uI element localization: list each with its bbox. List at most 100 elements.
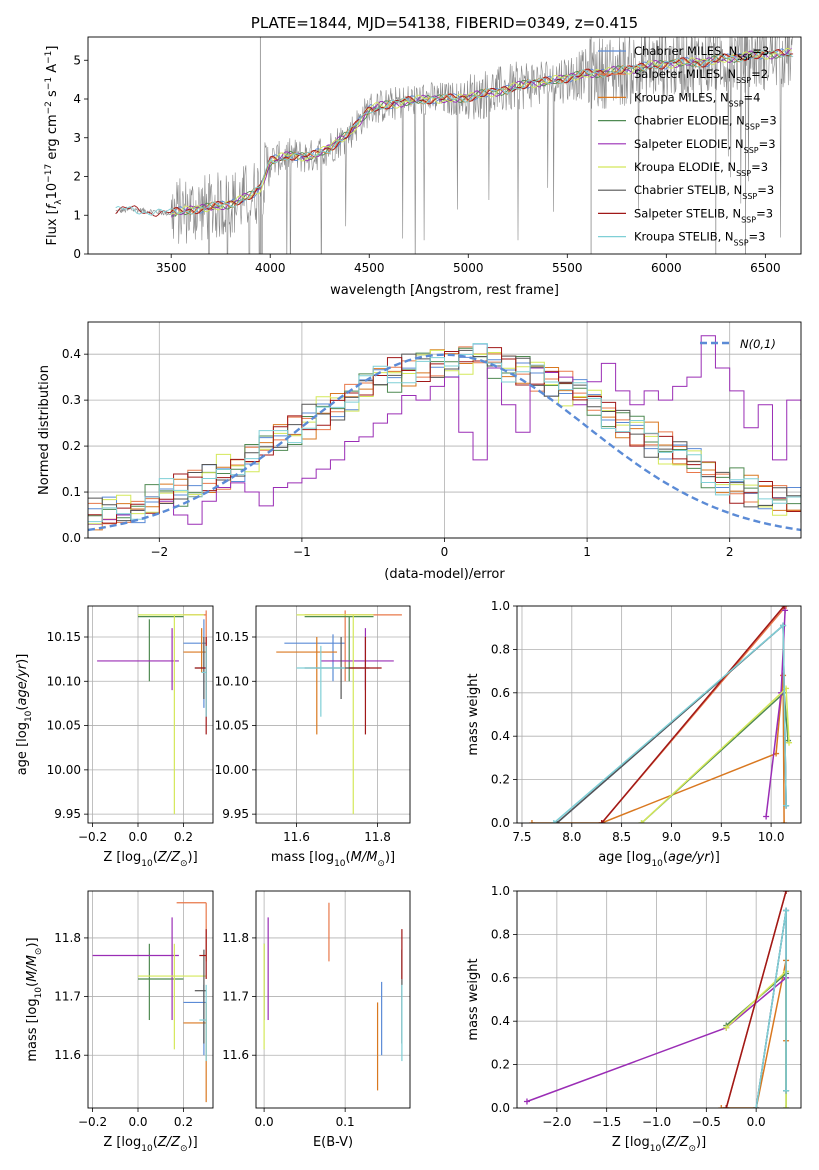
x-tick-label: 10.0 [758,830,785,844]
x-tick-label: −0.2 [78,1115,107,1129]
weight-marker [723,1024,730,1031]
weight-line [725,891,787,1108]
x-tick-label: 11.8 [364,830,391,844]
spectrum-legend: Chabrier MILES, NSSP=3 Salpeter MILES, NS… [598,44,777,247]
residual-histogram [88,347,801,524]
age_vs_Z-axes: −0.2 0.0 0.2 9.95 10.00 10.05 10.10 10.15 [47,605,214,844]
y-tick-label: 1.0 [491,599,510,613]
weight-marker [783,1087,790,1094]
y-tick-label: 0.2 [62,439,81,453]
x-tick-label: 9.5 [712,830,731,844]
weight-line [601,606,785,823]
x-tick-label: 4000 [255,261,286,275]
x-tick-label: 1 [583,545,591,559]
legend-entry: Chabrier MILES, NSSP=3 [634,44,769,62]
age_vs_mass-plot-area [276,610,402,815]
model-spectrum-line [170,48,792,218]
y-tick-label: 0.0 [491,816,510,830]
y-tick-label: 9.95 [54,807,81,821]
x-axis-label: Z [log10(Z/Z⊙)] [103,850,197,869]
weight-marker [783,802,790,809]
y-axis-label: Flux [fλ10−17 erg cm−2 s−1 A−1] [44,46,64,246]
x-tick-label: −0.5 [692,1115,721,1129]
x-tick-label: 0.0 [128,830,147,844]
x-tick-label: −1.5 [592,1115,621,1129]
age_vs_Z-plot-area [97,610,207,815]
observed-spectrum-line [115,37,793,254]
y-tick-label: 0.8 [491,642,510,656]
legend-entry: Kroupa MILES, NSSP=4 [634,90,760,108]
y-axis-label: mass weight [466,958,481,1040]
y-tick-label: 0 [73,247,81,261]
mass_weight_vs_Z-grid [517,890,801,1109]
legend-entry: Salpeter MILES, NSSP=2 [634,67,768,85]
y-tick-label: 0.0 [491,1101,510,1115]
weight-marker [783,907,790,914]
legend-entry: Kroupa STELIB, NSSP=3 [634,230,765,248]
y-tick-label: 11.6 [54,1048,81,1062]
y-tick-label: 0.0 [62,531,81,545]
y-tick-label: 10.00 [215,763,249,777]
x-tick-label: 5500 [552,261,583,275]
x-axis-label: (data-model)/error [384,567,505,582]
y-tick-label: 10.15 [215,630,249,644]
legend-entry: Chabrier ELODIE, NSSP=3 [634,114,777,132]
x-tick-label: 5000 [453,261,484,275]
x-axis-label: E(B-V) [313,1135,353,1150]
weight-marker [753,1105,760,1108]
weight-marker [523,1098,530,1105]
y-tick-label: 4 [73,92,81,106]
gaussian-curve [88,353,801,532]
y-tick-label: 0.8 [491,927,510,941]
y-tick-label: 0.6 [491,971,510,985]
y-tick-label: 0.4 [62,347,81,361]
x-tick-label: 2 [726,545,734,559]
y-tick-label: 10.10 [47,674,81,688]
y-tick-label: 11.8 [222,931,249,945]
weight-marker [718,1105,725,1108]
spectrum-axes: 3500 4000 4500 5000 5500 6000 6500 0 1 2 3 4 5 [73,36,802,275]
y-tick-label: 0.6 [491,686,510,700]
y-tick-label: 2 [73,170,81,184]
model-spectrum-line [115,50,794,216]
y-tick-label: 0.4 [491,1014,510,1028]
y-tick-label: 3 [73,131,81,145]
x-tick-label: −1.0 [642,1115,671,1129]
legend-entry: Chabrier STELIB, NSSP=3 [634,183,774,201]
age_vs_Z-grid [88,606,213,823]
y-tick-label: 0.4 [491,729,510,743]
x-axis-label: Z [log10(Z/Z⊙)] [612,1135,706,1154]
x-tick-label: 6500 [750,261,781,275]
y-tick-label: 10.15 [47,630,81,644]
x-tick-label: 9.0 [662,830,681,844]
mass_vs_EBV-grid [256,891,410,1108]
mass_weight_vs_age-plot-area [528,606,793,823]
x-tick-label: 0.0 [128,1115,147,1129]
y-tick-label: 10.05 [215,719,249,733]
weight-marker [783,891,790,894]
y-tick-label: 11.7 [222,990,249,1004]
y-tick-label: 1 [73,208,81,222]
mass_vs_Z-grid [88,891,213,1108]
weight-marker [783,1105,790,1108]
mass_vs_Z-axes: −0.2 0.0 0.2 11.6 11.7 11.8 [54,890,214,1129]
y-axis-label: age [log10(age/yr)] [15,654,34,776]
x-tick-label: −2 [150,545,168,559]
weight-marker [781,820,788,823]
weight-marker [638,820,645,823]
weight-marker [783,606,790,609]
y-tick-label: 0.1 [62,485,81,499]
weight-marker [763,813,770,820]
residuals-axes: −2 −1 0 1 2 0.0 0.1 0.2 0.3 0.4 [62,321,802,559]
residual-histogram [88,349,801,522]
spectrum-plot-area [115,37,794,254]
mass_vs_Z-plot-area [92,902,207,1103]
model-spectrum-line [171,48,792,215]
x-tick-label: 8.0 [562,830,581,844]
chart-title: PLATE=1844, MJD=54138, FIBERID=0349, z=0… [251,14,638,32]
mass_weight_vs_Z-plot-area [523,891,790,1108]
x-tick-label: 0.0 [747,1115,766,1129]
x-axis-label: mass [log10(M/M⊙)] [271,850,395,869]
y-tick-label: 9.95 [222,807,249,821]
weight-marker [780,622,787,629]
